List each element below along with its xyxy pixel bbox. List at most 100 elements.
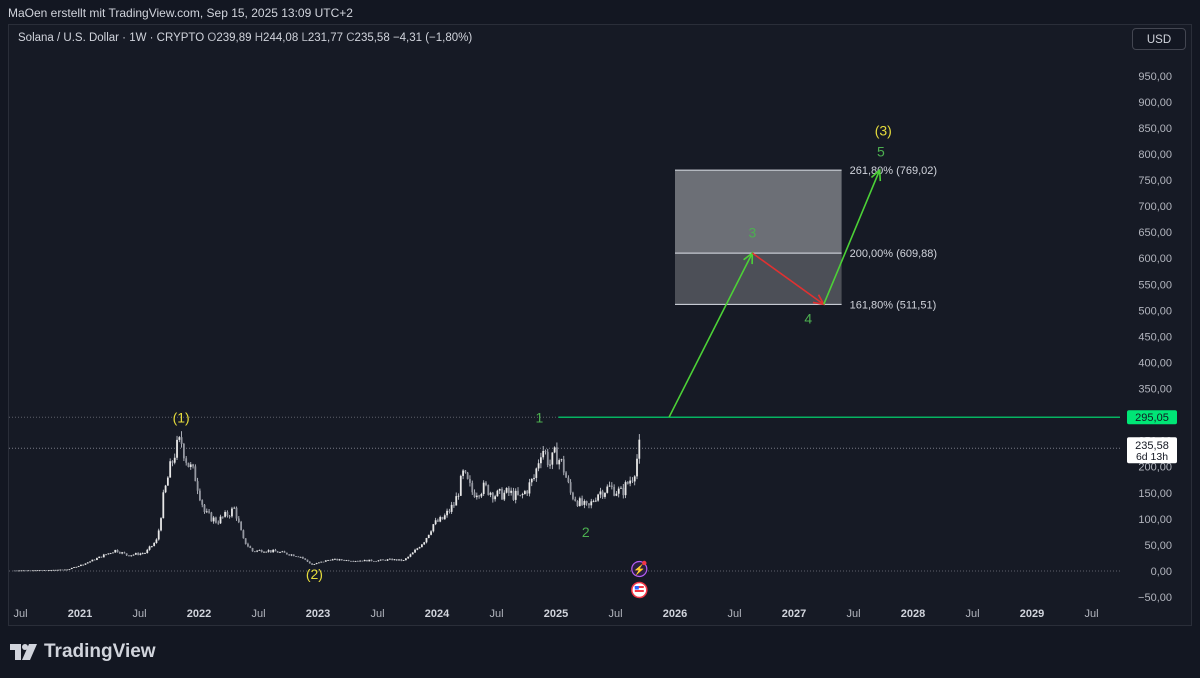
candle-body [384,559,387,561]
candle-body [242,530,245,539]
candle-body [269,550,272,553]
candle-body [148,546,151,550]
candle-body [290,554,293,556]
candle-body [549,464,551,466]
candle-body [498,488,501,491]
candle-body [610,485,613,487]
fib-zone-upper [675,170,842,254]
candle-body [233,507,236,509]
fib-level-label: 261,80% (769,02) [850,165,937,177]
candle-body [489,492,492,495]
candle-body [530,478,533,483]
candle-body [162,492,165,519]
x-tick-label: 2028 [901,608,925,620]
candle-body [182,443,185,459]
x-tick-label: Jul [965,608,979,620]
symbol-title[interactable]: Solana / U.S. Dollar · 1W · CRYPTO [18,32,205,44]
candle-body [272,549,275,553]
x-tick-label: 2029 [1020,608,1044,620]
lightning-event-icon[interactable] [631,560,648,578]
candle-body [338,559,341,561]
candle-body [334,558,336,560]
candle-body [125,553,128,556]
candle-body [52,569,55,571]
y-tick-label: 500,00 [1138,305,1172,317]
candle-body [311,563,313,565]
candle-body [425,538,428,543]
tradingview-brand[interactable]: TradingView [10,641,156,663]
y-tick-label: 900,00 [1138,97,1172,109]
candle-body [407,556,410,559]
projection-up-arrow-1 [668,252,754,418]
candle-body [288,554,291,556]
candle-body [41,570,43,572]
candle-body [75,566,78,568]
y-tick-label: 50,00 [1144,540,1172,552]
fib-level-label: 200,00% (609,88) [850,248,937,260]
candle-body [423,542,426,545]
candle-body [448,510,451,512]
open-value: 239,89 [216,32,252,44]
candle-body [63,569,66,571]
candle-body [260,550,263,553]
y-tick-label: 400,00 [1138,357,1172,369]
x-tick-label: 2021 [68,608,92,620]
candle-body [34,570,37,572]
y-tick-label: 100,00 [1138,514,1172,526]
candle-body [629,480,632,484]
flag-stripe [634,586,644,588]
candle-body [80,564,82,566]
candle-body [562,459,565,473]
candle-body [636,458,638,477]
currency-button[interactable]: USD [1132,28,1186,50]
candle-body [212,517,215,522]
candle-body [279,552,281,553]
candle-body [457,495,460,497]
x-tick-label: Jul [13,608,27,620]
candle-body [265,551,268,553]
candle-body [283,551,286,553]
candle-body [487,485,490,495]
candle-body [102,554,105,558]
candle-body [100,556,103,558]
y-tick-label: 350,00 [1138,384,1172,396]
flag-canton [634,586,639,590]
candle-body [434,520,437,525]
candle-body [178,437,181,440]
candle-body [615,493,618,496]
candle-body [437,520,439,522]
candle-body [18,570,21,572]
close-value: 235,58 [354,32,390,44]
candle-body [608,485,611,487]
candle-body [258,550,261,551]
candle-body [318,562,320,564]
close-key: C [346,32,355,44]
candle-body [560,459,563,461]
y-tick-label: 600,00 [1138,253,1172,265]
candle-body [382,559,384,561]
y-tick-label: 150,00 [1138,488,1172,500]
candle-body [496,490,499,497]
candle-countdown-text: 6d 13h [1136,451,1168,463]
low-key: L [301,32,308,44]
candle-body [57,569,59,571]
candle-body [372,561,375,562]
candle-body [306,559,309,562]
candle-body [581,498,583,505]
candle-body [418,547,421,549]
candle-body [409,554,412,557]
chart-panel[interactable] [8,24,1192,626]
candle-body [256,550,259,552]
candle-body [327,560,329,561]
candle-body [155,539,158,543]
candle-body [537,463,540,469]
candle-body [414,549,416,553]
candle-body [356,560,359,562]
candle-body [189,464,192,468]
candle-body [617,488,620,494]
candle-body [366,559,368,562]
fib-zone-lower [675,253,842,305]
y-tick-label: 650,00 [1138,227,1172,239]
candle-body [221,516,224,518]
